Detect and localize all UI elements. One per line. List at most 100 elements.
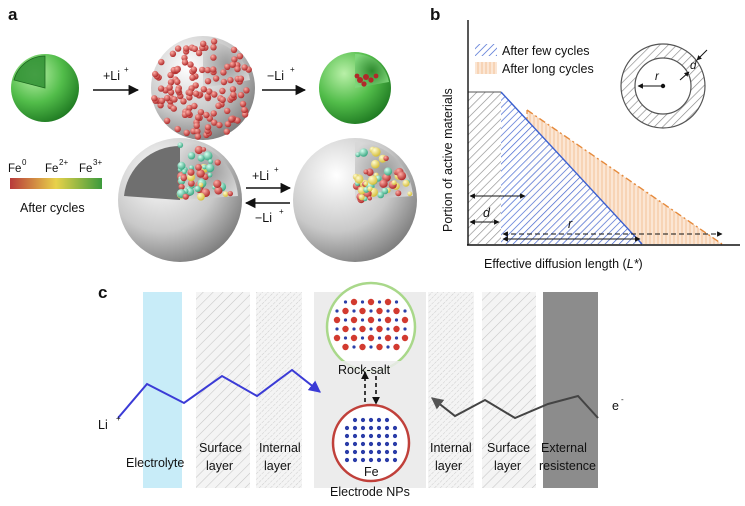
fe-atom [392,441,398,447]
fe-nanoparticle [170,105,177,112]
fe-nanoparticle [230,46,238,53]
fe-nanoparticle [224,63,231,70]
oxygen-site [359,325,366,333]
fe-atom [368,441,374,447]
cutaway-particle [180,174,188,182]
fe-nanoparticle [243,87,250,94]
metal-site [386,309,390,313]
fe-nanoparticle [206,88,213,95]
arrow-bottom-fwd-sup: + [274,165,279,174]
cutaway-particle [227,190,233,197]
oxygen-site [376,343,383,351]
metal-site [403,309,407,313]
fe-nanoparticle [180,98,187,105]
fe-nanoparticle [174,66,181,73]
fe-nanoparticle [210,54,217,61]
legend-caption: After cycles [20,201,85,215]
metal-site [377,300,382,304]
oxygen-site [350,298,358,306]
fe-atom [384,441,390,447]
fe-nanoparticle [194,114,202,121]
fe-atom [352,433,358,439]
cutaway-particle [203,151,213,161]
fe-nanoparticle [194,128,201,135]
fe-nanoparticle [210,110,217,117]
few-cycles-boundary [500,91,643,245]
x-axis-label: Effective diffusion length (L*) [484,257,643,271]
fe-nanoparticle [241,64,248,71]
fe-nanoparticle [194,133,202,140]
internal-right-label-1: Internal [430,441,472,455]
fe-atom [392,425,398,431]
cutaway-particle [201,147,207,152]
fe-nanoparticle [158,58,165,66]
fe-atom [376,433,382,439]
fe-nanoparticle [224,107,231,115]
fe-nanoparticle [183,129,190,136]
fe-nanoparticle [220,69,227,76]
legend-fe2: Fe [45,163,58,175]
surface-right-label-1: Surface [487,441,530,455]
fe-nanoparticle [152,70,159,78]
fe-nanoparticle [157,85,165,92]
oxygen-site [401,316,409,324]
fe-nanoparticle [192,90,200,97]
fe-atom [376,425,382,431]
cutaway-particle [205,163,215,173]
fe-nanoparticle [187,89,194,97]
cutaway-particle [197,192,205,201]
arrow-lithiation-top: +Li + [93,65,140,96]
cutaway-particle [182,193,189,200]
oxidation-state-legend: Fe 0 Fe 2+ Fe 3+ After cycles [8,158,102,215]
fe-nanoparticle [166,84,173,91]
label-d: d [483,206,491,220]
fe-nanoparticle [169,50,177,57]
fe-atom [352,457,358,463]
oxygen-site [376,325,383,333]
fe-nanoparticle [164,94,171,102]
cutaway-particle [177,161,186,170]
core-hatched-region [468,92,501,244]
oxygen-site [401,334,409,342]
fe-nanoparticle [234,117,241,124]
fe-nanoparticle [224,120,232,128]
metal-site [386,327,390,331]
legend-fe0-sup: 0 [22,158,27,167]
fe-nanoparticle [229,61,236,68]
cutaway-particle [182,169,187,175]
electrolyte-band [143,292,182,488]
panel-a: a +Li + −Li + [8,5,417,262]
surface-right-label-2: layer [494,459,521,473]
fe-nanoparticle [183,45,190,52]
fe-atom [384,457,390,463]
fe-nanoparticles-cluster [151,38,252,140]
cutaway-particle [213,179,222,188]
inset-label-d: d [690,60,697,72]
fe-nanoparticle [204,78,212,85]
fe-atom [360,425,366,431]
metal-site [352,327,356,331]
fe-atom [360,417,366,423]
fe-nanoparticle [241,106,248,114]
fe-nanoparticle [189,74,196,81]
fe-nanoparticle [200,86,207,93]
metal-site [360,300,365,304]
oxygen-site [333,316,341,324]
fe-atom [360,441,366,447]
fe-nanoparticle [199,66,206,74]
cutaway-particle [371,147,381,157]
fe-nanoparticle [210,38,218,45]
arrow-bottom-back-sup: + [279,207,284,216]
cutaway-particle [207,172,213,178]
fe-nanoparticle [220,78,228,86]
arrow-delithiation-top: −Li + [262,65,307,96]
cutaway-particle [196,169,205,178]
cutaway-particle [359,148,368,157]
oxygen-site [333,334,341,342]
metal-site [343,318,348,322]
fe-atom [392,457,398,463]
fe-nanoparticle [151,95,158,102]
fe-nanoparticle [167,71,174,79]
metal-site [369,327,373,331]
metal-site [377,318,382,322]
